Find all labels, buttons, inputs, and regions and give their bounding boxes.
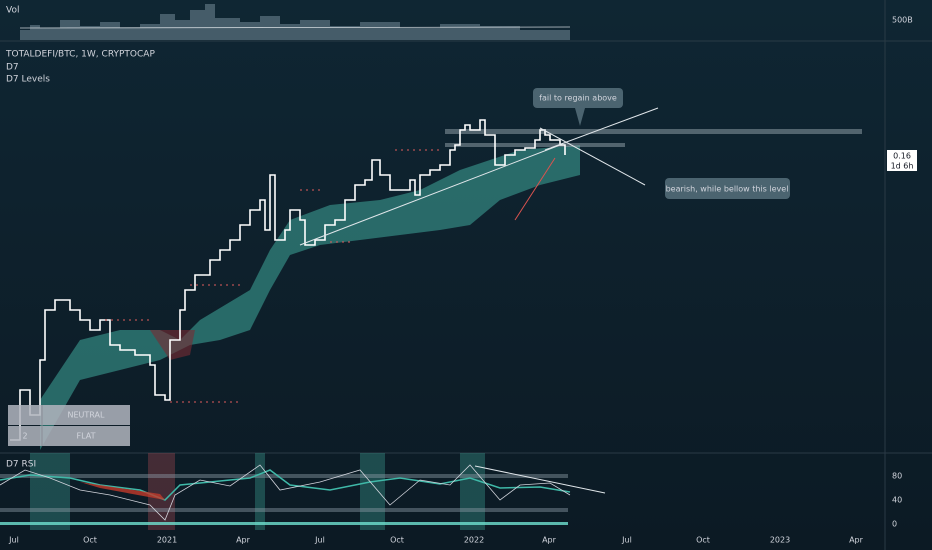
time-label: 2022: [464, 536, 484, 545]
trendline: [539, 127, 646, 186]
volume-scale: 500B: [892, 16, 913, 25]
rsi-band: [0, 508, 568, 512]
annotation-box: [665, 178, 790, 199]
table-row: [8, 405, 130, 425]
price-label-box: [887, 150, 917, 171]
time-label: Jul: [314, 536, 325, 545]
volume-bars: [20, 4, 570, 40]
table-cell: NEUTRAL: [68, 411, 105, 420]
rsi-base: [0, 522, 568, 525]
trendline: [544, 107, 659, 151]
time-label: Jul: [621, 536, 632, 545]
annotation: fail to regain above: [539, 94, 617, 103]
indicator-label: D7 Levels: [6, 75, 50, 85]
time-label: Apr: [542, 536, 557, 545]
indicator-label: D7: [6, 63, 19, 73]
time-label: Jul: [8, 536, 19, 545]
trendline: [299, 144, 561, 246]
cloud: [40, 145, 580, 450]
rsi-axis-label: 0: [892, 520, 897, 529]
table-row: [8, 426, 130, 446]
rsi-label: D7 RSI: [6, 460, 36, 470]
rsi-shading-bear: [148, 453, 175, 530]
symbol-title: TOTALDEFI/BTC, 1W, CRYPTOCAP: [5, 50, 155, 60]
price-label: 0.16: [893, 152, 911, 161]
volume-ma: [19, 26, 571, 29]
time-label: 2021: [157, 536, 177, 545]
table-cell: FLAT: [77, 432, 96, 441]
cloud-bear: [150, 330, 195, 360]
time-axis: Jul Oct 2021 Apr Jul Oct 2022 Apr Jul Oct 2023 Apr: [8, 536, 863, 545]
annotation-box: [533, 88, 623, 108]
volume-label: Vol: [6, 6, 19, 16]
rsi-divergence: [80, 482, 165, 500]
table-cell: 2: [22, 432, 27, 441]
rsi-fast: [0, 464, 571, 521]
arrow: [514, 157, 556, 221]
time-label: Oct: [696, 536, 710, 545]
time-label: Oct: [83, 536, 97, 545]
rsi-axis-label: 80: [892, 472, 902, 481]
time-label: Apr: [236, 536, 251, 545]
countdown: 1d 6h: [891, 162, 914, 171]
time-label: Apr: [849, 536, 864, 545]
rsi-trendline: [474, 465, 606, 494]
rsi-band: [0, 474, 568, 478]
annotation-pointer: [575, 108, 585, 126]
level-band: [445, 129, 862, 134]
time-label: Oct: [390, 536, 404, 545]
annotation: bearish, while bellow this level: [666, 185, 789, 194]
time-label: 2023: [770, 536, 790, 545]
rsi-axis-label: 40: [892, 496, 902, 505]
rsi-shading: [30, 453, 485, 530]
price-line: [10, 119, 566, 441]
